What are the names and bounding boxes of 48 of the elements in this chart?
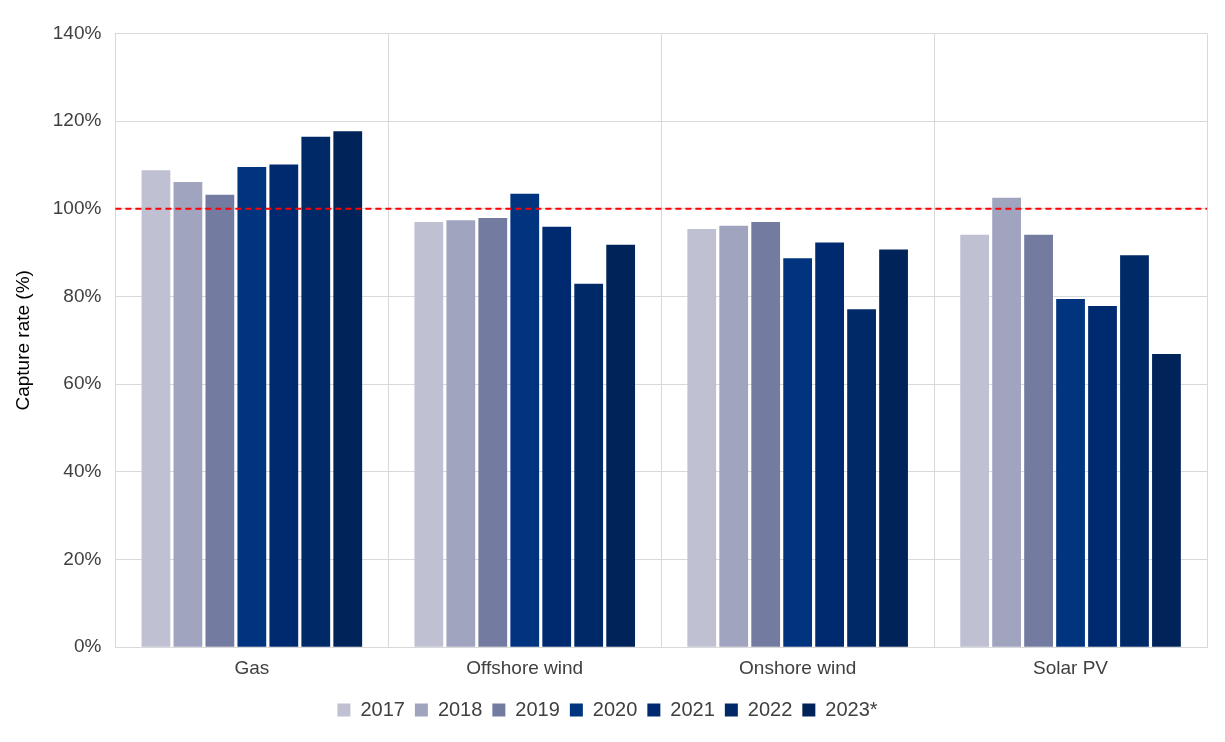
x-tick-label: Solar PV (1033, 656, 1109, 678)
legend-label: 2023* (825, 697, 878, 720)
bar (751, 221, 781, 647)
y-tick-label: 0% (73, 635, 102, 657)
bar (446, 220, 476, 647)
x-tick-label: Gas (234, 656, 270, 678)
bar (237, 167, 267, 647)
bar (333, 131, 363, 647)
x-tick-label: Offshore wind (466, 656, 584, 678)
bar (1120, 255, 1149, 647)
bar (606, 244, 636, 647)
bar (783, 258, 813, 647)
bar (269, 164, 299, 647)
bar (1088, 306, 1117, 647)
bar (847, 309, 876, 647)
y-tick-label: 20% (63, 547, 102, 569)
legend-label: 2020 (592, 697, 638, 720)
y-tick-label: 120% (52, 109, 102, 131)
y-tick-label: 40% (63, 460, 102, 482)
legend-label: 2017 (360, 697, 405, 720)
x-tick-label: Onshore wind (739, 656, 857, 678)
bar (510, 193, 540, 647)
bar (815, 242, 844, 647)
legend-label: 2018 (437, 697, 483, 720)
bar (414, 221, 444, 647)
legend-label: 2019 (515, 697, 560, 720)
bar (141, 170, 171, 647)
bar (478, 217, 508, 647)
bar (960, 234, 990, 647)
bar (205, 194, 235, 647)
bar (1152, 353, 1181, 647)
bar (1024, 234, 1053, 647)
bar (574, 283, 604, 647)
bar (173, 182, 203, 647)
bar (879, 249, 908, 647)
bar (1056, 299, 1085, 647)
y-tick-label: 80% (63, 284, 102, 306)
bar (719, 225, 749, 647)
bar (542, 226, 572, 647)
y-tick-label: 60% (63, 372, 102, 394)
bar (687, 228, 717, 647)
bar (301, 136, 331, 647)
legend-label: 2021 (670, 697, 715, 720)
bar (992, 197, 1021, 647)
y-tick-label: 100% (52, 197, 102, 219)
y-tick-label: 140% (52, 21, 102, 43)
legend-label: 2022 (747, 697, 793, 720)
y-axis-title: Capture rate (%) (11, 270, 33, 411)
